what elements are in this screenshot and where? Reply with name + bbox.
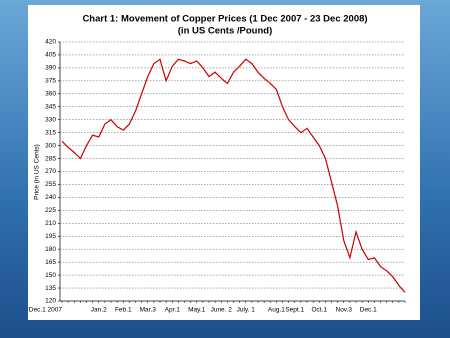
y-tick-label: 240 [45, 194, 56, 201]
y-tick-label: 375 [45, 78, 56, 85]
x-tick-label: July. 1 [237, 307, 256, 314]
y-tick-label: 390 [45, 65, 56, 72]
y-tick-label: 420 [45, 39, 56, 46]
x-tick-label: June. 2 [211, 307, 233, 314]
y-tick-label: 405 [45, 52, 56, 59]
price-line [61, 58, 406, 293]
x-tick-label: Apr.1 [165, 307, 181, 314]
x-tick-label: Sept.1 [285, 307, 304, 314]
y-tick-label: 180 [45, 246, 56, 253]
x-tick-label: Aug.1 [268, 307, 285, 314]
x-tick-label: Dec.1 2007 [29, 307, 63, 314]
y-tick-label: 330 [45, 116, 56, 123]
y-tick-label: 195 [45, 233, 56, 240]
y-tick-label: 345 [45, 103, 56, 110]
y-tick-label: 135 [45, 285, 56, 292]
y-tick-label: 150 [45, 272, 56, 279]
x-tick-label: Mar.3 [140, 307, 157, 314]
y-tick-label: 360 [45, 91, 56, 98]
y-tick-label: 315 [45, 129, 56, 136]
chart-subtitle: (in US Cents /Pound) [178, 26, 272, 37]
x-tick-label: Dec.1 [360, 307, 377, 314]
y-tick-label: 210 [45, 220, 56, 227]
y-tick-label: 120 [45, 298, 56, 305]
x-tick-label: Nov.3 [336, 307, 353, 314]
chart-panel [28, 5, 420, 320]
x-tick-label: Feb.1 [115, 307, 132, 314]
y-axis-label: Price (in US Cents) [34, 144, 41, 200]
chart-title: Chart 1: Movement of Copper Prices (1 De… [82, 14, 367, 25]
x-tick-label: May.1 [188, 307, 206, 314]
y-tick-label: 165 [45, 259, 56, 266]
y-tick-label: 300 [45, 142, 56, 149]
y-tick-label: 225 [45, 207, 56, 214]
y-tick-label: 270 [45, 168, 56, 175]
y-tick-label: 255 [45, 181, 56, 188]
x-tick-label: Jan.2 [91, 307, 107, 314]
x-tick-label: Oct.1 [311, 307, 327, 314]
y-tick-label: 285 [45, 155, 56, 162]
